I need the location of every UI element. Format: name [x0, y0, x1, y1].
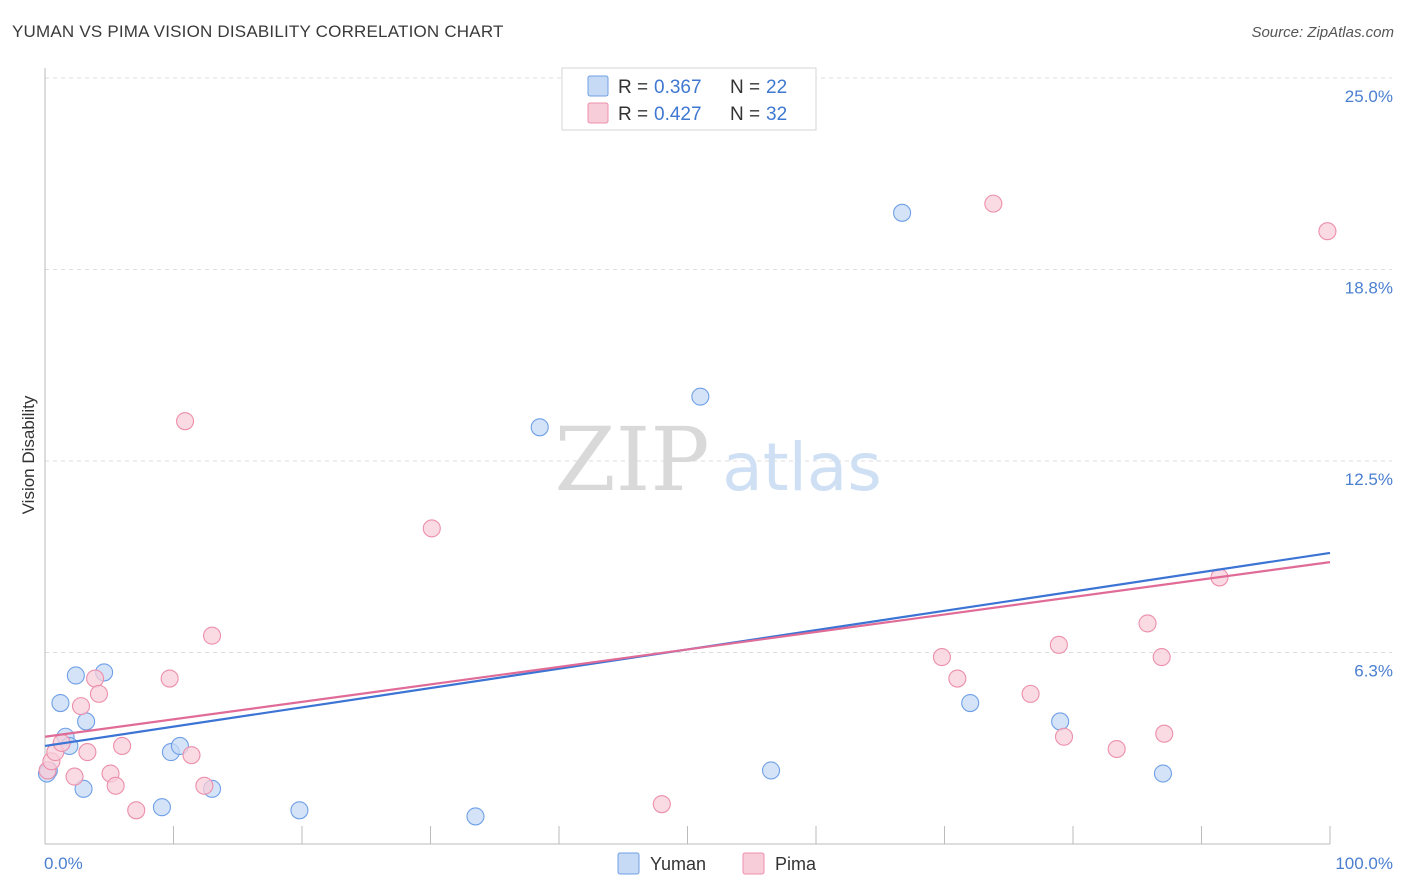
yuman-point-19: [1052, 713, 1069, 730]
pima-point-15: [183, 747, 200, 764]
legend-swatch-pima: [588, 103, 608, 123]
gridlines: [45, 78, 1392, 653]
bottom-legend: Yuman Pima: [618, 853, 817, 874]
pima-point-24: [1056, 728, 1073, 745]
y-tick-label-1: 12.5%: [1345, 470, 1393, 489]
pima-point-18: [423, 520, 440, 537]
yuman-point-4: [67, 667, 84, 684]
legend: R = 0.367 N = 22 R = 0.427 N = 32: [562, 68, 816, 130]
yuman-point-13: [467, 808, 484, 825]
pima-point-16: [196, 777, 213, 794]
legend-r-value-pima: 0.427: [654, 104, 702, 125]
yuman-point-20: [1154, 765, 1171, 782]
yuman-point-14: [531, 419, 548, 436]
legend-r-label-pima: R =: [618, 104, 648, 125]
legend-n-label-pima: N =: [730, 104, 760, 125]
pima-point-23: [1022, 685, 1039, 702]
pima-point-17: [204, 627, 221, 644]
x-tick-label-min: 0.0%: [44, 854, 83, 873]
pima-point-10: [107, 777, 124, 794]
legend-r-label-yuman: R =: [618, 77, 648, 98]
bottom-legend-swatch-yuman: [618, 853, 639, 874]
trend-lines: [45, 553, 1330, 746]
pima-point-12: [128, 802, 145, 819]
scatter-chart: ZIP atlas 6.3%12.5%18.8%25.0%0.0% 100.0% …: [0, 0, 1406, 892]
watermark-zip: ZIP: [554, 408, 709, 511]
yuman-point-16: [763, 762, 780, 779]
pima-point-8: [90, 685, 107, 702]
yuman-point-1: [52, 695, 69, 712]
pima-point-5: [72, 698, 89, 715]
tick-labels: 6.3% 12.5% 18.8% 25.0% 0.0% 100.0%: [44, 87, 1393, 873]
pima-point-7: [87, 670, 104, 687]
pima-point-31: [1319, 223, 1336, 240]
pima-trend-line: [45, 562, 1330, 737]
yuman-point-17: [894, 204, 911, 221]
bottom-legend-swatch-pima: [743, 853, 764, 874]
bottom-legend-label-yuman: Yuman: [650, 854, 706, 874]
yuman-point-8: [153, 799, 170, 816]
yuman-point-15: [692, 388, 709, 405]
watermark-atlas: atlas: [722, 429, 882, 506]
pima-point-25: [1050, 636, 1067, 653]
pima-point-22: [985, 195, 1002, 212]
x-tick-label-max: 100.0%: [1335, 854, 1393, 873]
pima-point-20: [933, 649, 950, 666]
y-tick-label-0: 6.3%: [1354, 662, 1393, 681]
bottom-legend-label-pima: Pima: [775, 854, 817, 874]
pima-point-28: [1153, 649, 1170, 666]
yuman-point-18: [962, 695, 979, 712]
pima-point-29: [1156, 725, 1173, 742]
pima-point-14: [177, 413, 194, 430]
legend-n-value-yuman: 22: [766, 77, 787, 98]
pima-point-4: [66, 768, 83, 785]
pima-point-19: [653, 796, 670, 813]
y-tick-label-3: 25.0%: [1345, 87, 1393, 106]
pima-point-26: [1108, 741, 1125, 758]
pima-point-6: [79, 744, 96, 761]
legend-swatch-yuman: [588, 76, 608, 96]
pima-point-11: [114, 737, 131, 754]
pima-point-21: [949, 670, 966, 687]
yuman-point-6: [78, 713, 95, 730]
yuman-point-12: [291, 802, 308, 819]
pima-point-27: [1139, 615, 1156, 632]
y-axis-label: Vision Disability: [19, 395, 38, 514]
y-tick-label-2: 18.8%: [1345, 279, 1393, 298]
legend-n-label-yuman: N =: [730, 77, 760, 98]
legend-r-value-yuman: 0.367: [654, 77, 702, 98]
pima-point-13: [161, 670, 178, 687]
legend-n-value-pima: 32: [766, 104, 787, 125]
